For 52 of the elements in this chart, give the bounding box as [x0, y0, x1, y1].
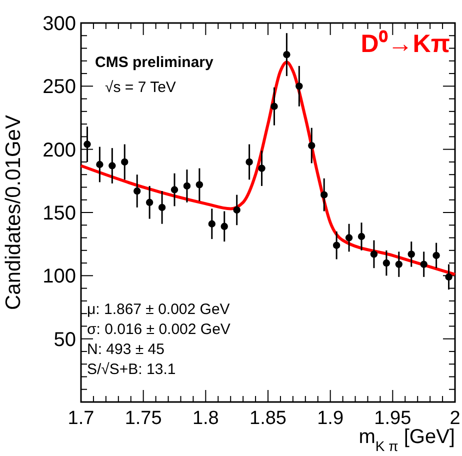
annotation: S/√S+B: 13.1 — [87, 361, 176, 378]
point — [445, 273, 452, 281]
point — [395, 260, 402, 268]
point — [370, 250, 378, 258]
point — [96, 160, 104, 168]
point — [408, 250, 415, 258]
point — [108, 162, 116, 170]
x-tick-label: 1.7 — [68, 408, 94, 429]
y-tick-label: 50 — [54, 328, 76, 351]
annotation: σ: 0.016 ± 0.002 GeV — [87, 321, 230, 338]
annotation: CMS preliminary — [95, 54, 214, 71]
point — [233, 206, 240, 214]
point — [345, 234, 353, 242]
point — [320, 191, 328, 198]
x-axis-title: m$_{K π}$ [GeV] — [358, 426, 455, 454]
point — [84, 140, 91, 148]
point — [170, 186, 178, 194]
x-tick-label: 1.9 — [317, 408, 344, 429]
point — [196, 181, 204, 188]
x-tick-label: 2 — [450, 408, 460, 429]
y-axis-title: Candidates/0.01GeV — [2, 115, 25, 310]
annotation: μ: 1.867 ± 0.002 GeV — [87, 301, 230, 318]
point — [270, 102, 278, 110]
point — [220, 222, 228, 230]
point — [296, 82, 303, 90]
point — [308, 142, 316, 150]
point — [432, 252, 440, 260]
point — [246, 158, 253, 166]
y-tick-label: 200 — [42, 139, 76, 162]
point — [382, 259, 390, 267]
y-tick-label: 100 — [42, 266, 76, 288]
annotation: √s = 7 TeV — [105, 79, 176, 96]
y-tick-label: 150 — [42, 202, 76, 224]
x-tick-label: 1.85 — [250, 408, 286, 429]
x-tick-label: 1.75 — [124, 408, 162, 429]
x-tick-label: 1.95 — [374, 408, 412, 429]
point — [183, 182, 191, 190]
annotation: N: 493 ± 45 — [87, 341, 164, 358]
point — [146, 198, 154, 206]
point — [158, 204, 166, 212]
point — [420, 260, 428, 268]
point — [208, 220, 216, 228]
y-tick-label: 300 — [42, 13, 76, 35]
x-tick-label: 1.8 — [192, 408, 219, 429]
point — [258, 164, 266, 172]
annotation: D⁰→Kπ — [360, 30, 450, 58]
y-tick-label: 250 — [42, 76, 76, 98]
point — [283, 50, 290, 58]
point — [358, 232, 366, 240]
point — [332, 242, 340, 249]
point — [134, 187, 141, 195]
point — [121, 158, 128, 166]
